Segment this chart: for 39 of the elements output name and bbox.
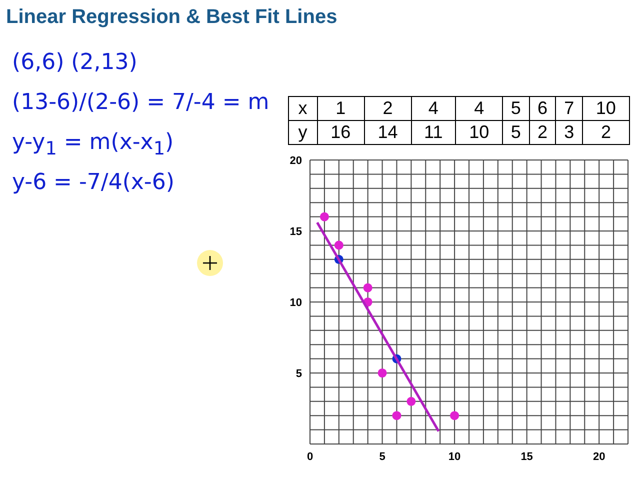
text: (13-6)/(2-6) = 7/-4 = m [12,90,270,115]
point [392,411,402,420]
point [450,411,460,420]
data-label: 11 [411,120,456,144]
y-tick-label: 10 [290,296,302,309]
x-tick-label: 15 [520,450,533,463]
text: y-6 = -7/4(x-6) [12,170,174,195]
y-tick-label: 5 [296,368,302,380]
text: y-y$_{1}$ = m(x-x$_{1}$) [12,130,174,160]
x-tick-label: 0 [306,450,314,463]
data-label: 5 [502,96,530,120]
category-label: 2 [364,96,412,120]
point [363,283,372,292]
data-label: 16 [317,120,364,144]
x-tick-label: 10 [448,450,461,463]
point [334,240,344,250]
data-label: 3 [556,120,582,144]
y-tick-label: 20 [290,154,302,167]
chart-title: Linear Regression & Best Fit Lines [6,6,338,29]
category-label: 10 [582,96,630,120]
text: (6,6) (2,13) [12,50,138,75]
point [320,212,329,222]
data-label: 2 [529,120,556,144]
point [378,368,387,378]
point [406,396,416,406]
x-tick-label: 5 [379,450,386,463]
category-label: 1 [317,96,364,120]
y-tick-label: 15 [290,226,302,238]
category-label: 4 [411,96,456,120]
data-label: 2 [582,120,630,144]
category-label: 6 [529,96,556,120]
category-label: 5 [502,120,530,144]
text: y [288,120,318,144]
data-label: 10 [456,120,503,144]
category-label: 7 [556,96,582,120]
x-tick-label: 20 [592,450,606,463]
data-label: 14 [364,120,412,144]
category-label: 4 [456,96,503,120]
text: x [288,96,318,120]
